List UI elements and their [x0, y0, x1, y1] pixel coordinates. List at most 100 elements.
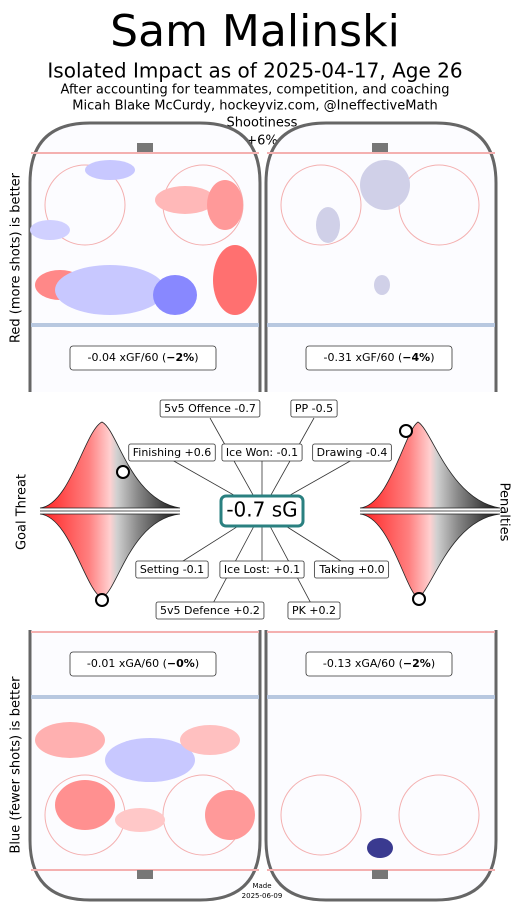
- rink-top-right: [264, 121, 498, 392]
- metric: ): [194, 351, 198, 364]
- component-box: [313, 560, 390, 579]
- shape-circle: [412, 592, 426, 606]
- shape-text: -0.13 xGA/60 (−2%): [323, 657, 435, 670]
- shape-ellipse: [360, 160, 410, 210]
- shape-path: [39, 421, 181, 509]
- shootiness-value: +6%: [246, 134, 278, 149]
- metric: ): [431, 657, 435, 670]
- rink-metric: -0.04 xGF/60 (−2%): [69, 345, 217, 371]
- rink-bottom-left: [28, 630, 262, 902]
- shape-circle: [399, 424, 413, 438]
- shape-ellipse: [55, 780, 115, 830]
- metric: ): [195, 657, 199, 670]
- shape-ellipse: [55, 265, 165, 315]
- shape-circle: [116, 465, 130, 479]
- title: Sam Malinski: [110, 6, 400, 57]
- component-label: 5v5 Defence +0.2: [160, 604, 260, 617]
- shape-ellipse: [35, 722, 105, 758]
- footer: 2025-06-09: [242, 892, 283, 900]
- component: Setting -0.1: [135, 560, 209, 579]
- rink-metric: -0.31 xGF/60 (−4%): [305, 345, 453, 371]
- component-box: [290, 399, 338, 418]
- component: PK +0.2: [287, 601, 341, 620]
- shape-ellipse: [180, 725, 240, 755]
- component-box: [221, 443, 303, 462]
- shape-ellipse: [367, 838, 393, 858]
- component-box: [219, 560, 305, 579]
- shape-text: -0.04 xGF/60 (−2%): [87, 351, 198, 364]
- shape-rect: [305, 651, 453, 677]
- shape-text: -0.01 xGA/60 (−0%): [87, 657, 199, 670]
- shape-ellipse: [30, 220, 70, 240]
- center-value: -0.7 sG: [226, 498, 297, 522]
- shape-rect: [372, 143, 388, 152]
- shape-ellipse: [316, 207, 340, 243]
- shape-rect: [69, 345, 217, 371]
- shape-ellipse: [115, 808, 165, 832]
- component-box: [135, 560, 209, 579]
- shape-circle: [44, 164, 126, 246]
- center-box: [219, 494, 305, 528]
- metric-pct: −0%: [167, 657, 195, 670]
- component: Ice Lost: +0.1: [219, 560, 305, 579]
- shape-ellipse: [374, 275, 390, 295]
- note: Micah Blake McCurdy, hockeyviz.com, @Ine…: [72, 99, 438, 114]
- component-box: [128, 443, 216, 462]
- shape-circle: [95, 593, 109, 607]
- component-label: Drawing -0.4: [317, 446, 388, 459]
- shape-circle: [280, 164, 362, 246]
- component: Ice Won: -0.1: [221, 443, 303, 462]
- component-box: [312, 443, 392, 462]
- rink-top-left: [28, 121, 262, 392]
- metric: -0.31 xGF/60 (: [323, 351, 402, 364]
- component-label: Ice Lost: +0.1: [224, 563, 300, 576]
- metric-pct: −2%: [403, 657, 431, 670]
- shape-rect: [305, 345, 453, 371]
- shape-ellipse: [153, 275, 197, 315]
- rink-bottom-right: [264, 630, 498, 902]
- component-label: PP -0.5: [295, 402, 333, 415]
- subtitle: Isolated Impact as of 2025-04-17, Age 26: [47, 59, 462, 83]
- side-label: Red (more shots) is better: [9, 172, 24, 343]
- distribution-penalties: [359, 421, 501, 606]
- shape-ellipse: [85, 160, 135, 180]
- component-label: Ice Won: -0.1: [226, 446, 298, 459]
- rink-metric: -0.01 xGA/60 (−0%): [69, 651, 217, 677]
- shape-text: -0.31 xGF/60 (−4%): [323, 351, 434, 364]
- component-label: Finishing +0.6: [133, 446, 212, 459]
- component-label: PK +0.2: [292, 604, 336, 617]
- rink-metric: -0.13 xGA/60 (−2%): [305, 651, 453, 677]
- component-box: [155, 601, 265, 620]
- side-label: Blue (fewer shots) is better: [9, 676, 24, 854]
- distribution-goal-threat: [39, 421, 181, 607]
- component-labels: 5v5 Offence -0.7 PP -0.5 Finishing +0.6 Ice…: [128, 399, 392, 620]
- shape-ellipse: [155, 186, 215, 214]
- component-label: Taking +0.0: [318, 563, 384, 576]
- side-label: Penalties: [497, 483, 512, 542]
- component-box: [287, 601, 341, 620]
- shape-path: [359, 513, 501, 599]
- metric: -0.13 xGA/60 (: [323, 657, 403, 670]
- component-label: Setting -0.1: [140, 563, 204, 576]
- component: Finishing +0.6: [128, 443, 216, 462]
- component: 5v5 Defence +0.2: [155, 601, 265, 620]
- component: PP -0.5: [290, 399, 338, 418]
- metric: -0.01 xGA/60 (: [87, 657, 167, 670]
- shape-ellipse: [105, 738, 195, 782]
- metric: -0.04 xGF/60 (: [87, 351, 166, 364]
- shape-ellipse: [213, 245, 257, 315]
- component-label: 5v5 Offence -0.7: [164, 402, 256, 415]
- component: 5v5 Offence -0.7: [159, 399, 261, 418]
- metric-pct: −4%: [402, 351, 430, 364]
- shape-path: [39, 513, 181, 599]
- shape-circle: [398, 774, 480, 856]
- metric: ): [430, 351, 434, 364]
- metric-pct: −2%: [166, 351, 194, 364]
- shootiness-label: Shootiness: [227, 116, 298, 131]
- component: Drawing -0.4: [312, 443, 392, 462]
- shape-rect: [69, 651, 217, 677]
- component-box: [159, 399, 261, 418]
- shape-ellipse: [207, 180, 243, 230]
- shape-ellipse: [205, 790, 255, 840]
